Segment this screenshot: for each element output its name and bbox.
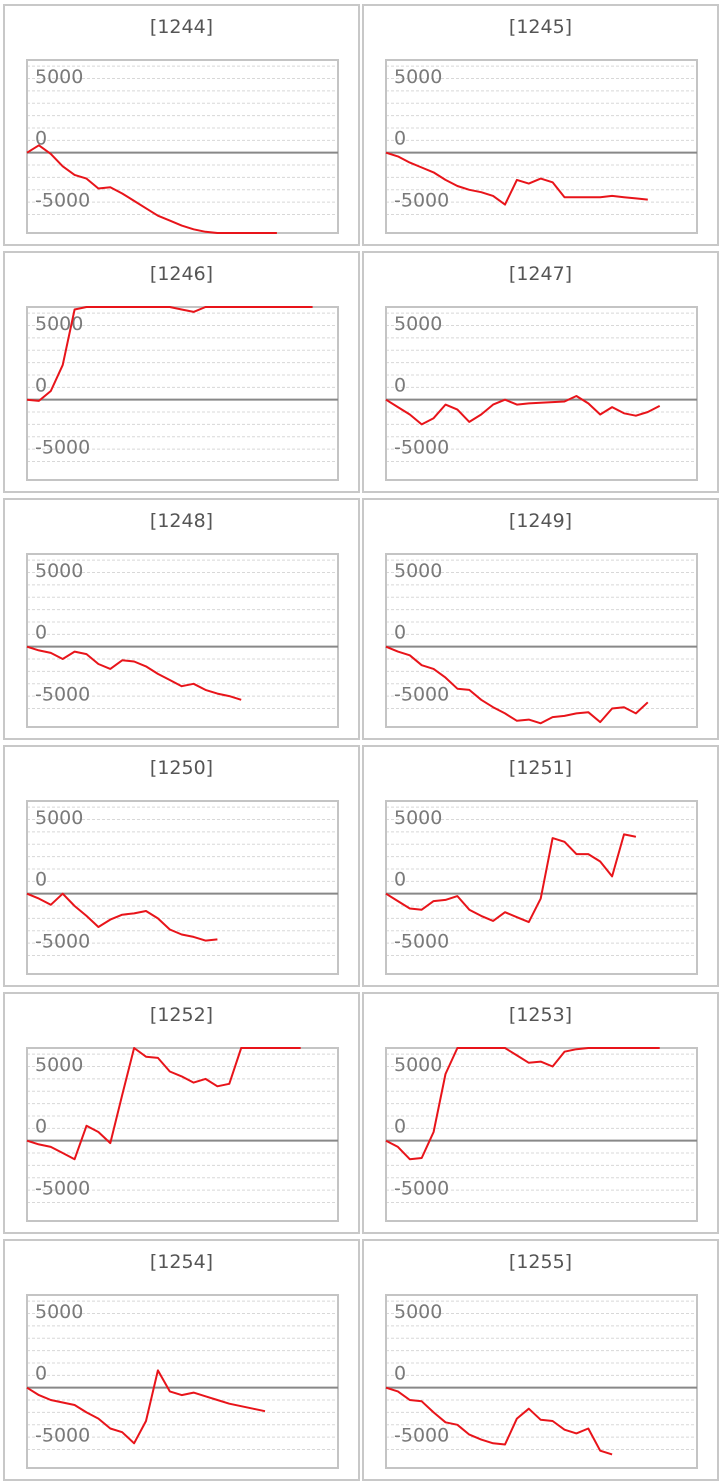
series-line — [385, 1047, 660, 1161]
y-tick-label: -5000 — [35, 189, 90, 211]
y-tick-label: 5000 — [35, 1301, 83, 1323]
series-line — [26, 1047, 301, 1161]
chart-title: [1254] — [149, 1251, 214, 1273]
chart-title: [1255] — [508, 1251, 573, 1273]
line-chart: 5000 0 -5000 — [385, 59, 698, 234]
y-tick-label: -5000 — [35, 1424, 90, 1446]
series-line — [26, 144, 277, 234]
y-tick-label: -5000 — [394, 930, 449, 952]
y-tick-label: 5000 — [35, 560, 83, 582]
y-tick-label: 0 — [35, 622, 47, 644]
series-line — [385, 395, 661, 426]
line-chart: 5000 0 -5000 — [385, 1047, 698, 1222]
line-chart: 5000 0 -5000 — [26, 800, 339, 975]
line-chart: 5000 0 -5000 — [385, 553, 698, 728]
y-tick-label: -5000 — [394, 189, 449, 211]
chart-title: [1248] — [149, 510, 214, 532]
y-tick-label: 0 — [394, 1116, 406, 1138]
series-line — [26, 892, 218, 942]
plot-frame — [385, 553, 698, 728]
y-tick-label: -5000 — [394, 683, 449, 705]
plot-frame — [26, 1294, 339, 1469]
chart-panel: [1245] 5000 0 -5000 — [362, 4, 719, 246]
series-line — [385, 151, 648, 206]
series-line — [26, 1369, 266, 1445]
y-tick-label: 5000 — [394, 1301, 442, 1323]
y-tick-label: 5000 — [394, 66, 442, 88]
chart-title: [1246] — [149, 263, 214, 285]
chart-title: [1249] — [508, 510, 573, 532]
y-tick-label: 0 — [394, 622, 406, 644]
chart-title: [1244] — [149, 16, 214, 38]
line-chart: 5000 0 -5000 — [385, 800, 698, 975]
y-tick-label: 0 — [35, 869, 47, 891]
y-tick-label: 5000 — [394, 1054, 442, 1076]
y-tick-label: 0 — [35, 1363, 47, 1385]
chart-panel: [1244] 5000 0 -5000 — [3, 4, 360, 246]
y-tick-label: -5000 — [35, 930, 90, 952]
y-tick-label: -5000 — [394, 436, 449, 458]
chart-title: [1250] — [149, 757, 214, 779]
plot-frame — [26, 1047, 339, 1222]
y-tick-label: 0 — [35, 128, 47, 150]
line-chart: 5000 0 -5000 — [26, 59, 339, 234]
y-tick-label: 0 — [394, 375, 406, 397]
chart-panel: [1249] 5000 0 -5000 — [362, 498, 719, 740]
y-tick-label: 5000 — [35, 66, 83, 88]
y-tick-label: -5000 — [394, 1177, 449, 1199]
plot-frame — [385, 1294, 698, 1469]
chart-panel: [1253] 5000 0 -5000 — [362, 992, 719, 1234]
plot-frame — [26, 306, 339, 481]
plot-frame — [26, 59, 339, 234]
line-chart: 5000 0 -5000 — [26, 1294, 339, 1469]
chart-panel: [1250] 5000 0 -5000 — [3, 745, 360, 987]
y-tick-label: 0 — [35, 375, 47, 397]
line-chart: 5000 0 -5000 — [26, 306, 339, 481]
plot-frame — [26, 553, 339, 728]
chart-title: [1253] — [508, 1004, 573, 1026]
plot-frame — [385, 306, 698, 481]
y-tick-label: 5000 — [394, 807, 442, 829]
y-tick-label: 0 — [35, 1116, 47, 1138]
line-chart: 5000 0 -5000 — [26, 553, 339, 728]
chart-panel: [1252] 5000 0 -5000 — [3, 992, 360, 1234]
y-tick-label: 5000 — [394, 560, 442, 582]
plot-frame — [26, 800, 339, 975]
chart-panel: [1248] 5000 0 -5000 — [3, 498, 360, 740]
chart-title: [1251] — [508, 757, 573, 779]
y-tick-label: -5000 — [35, 1177, 90, 1199]
chart-panel: [1246] 5000 0 -5000 — [3, 251, 360, 493]
chart-panel: [1254] 5000 0 -5000 — [3, 1239, 360, 1481]
chart-panel: [1251] 5000 0 -5000 — [362, 745, 719, 987]
chart-title: [1252] — [149, 1004, 214, 1026]
y-tick-label: -5000 — [35, 436, 90, 458]
line-chart: 5000 0 -5000 — [385, 1294, 698, 1469]
series-line — [385, 1386, 613, 1456]
line-chart: 5000 0 -5000 — [26, 1047, 339, 1222]
plot-frame — [385, 1047, 698, 1222]
plot-frame — [385, 59, 698, 234]
y-tick-label: 5000 — [35, 313, 83, 335]
y-tick-label: -5000 — [394, 1424, 449, 1446]
series-line — [385, 645, 649, 725]
chart-title: [1247] — [508, 263, 573, 285]
chart-panel: [1247] 5000 0 -5000 — [362, 251, 719, 493]
y-tick-label: 5000 — [394, 313, 442, 335]
line-chart: 5000 0 -5000 — [385, 306, 698, 481]
plot-frame — [385, 800, 698, 975]
series-line — [385, 833, 637, 924]
y-tick-label: 5000 — [35, 1054, 83, 1076]
y-tick-label: 0 — [394, 869, 406, 891]
y-tick-label: 0 — [394, 1363, 406, 1385]
chart-title: [1245] — [508, 16, 573, 38]
y-tick-label: -5000 — [35, 683, 90, 705]
chart-panel: [1255] 5000 0 -5000 — [362, 1239, 719, 1481]
y-tick-label: 0 — [394, 128, 406, 150]
y-tick-label: 5000 — [35, 807, 83, 829]
